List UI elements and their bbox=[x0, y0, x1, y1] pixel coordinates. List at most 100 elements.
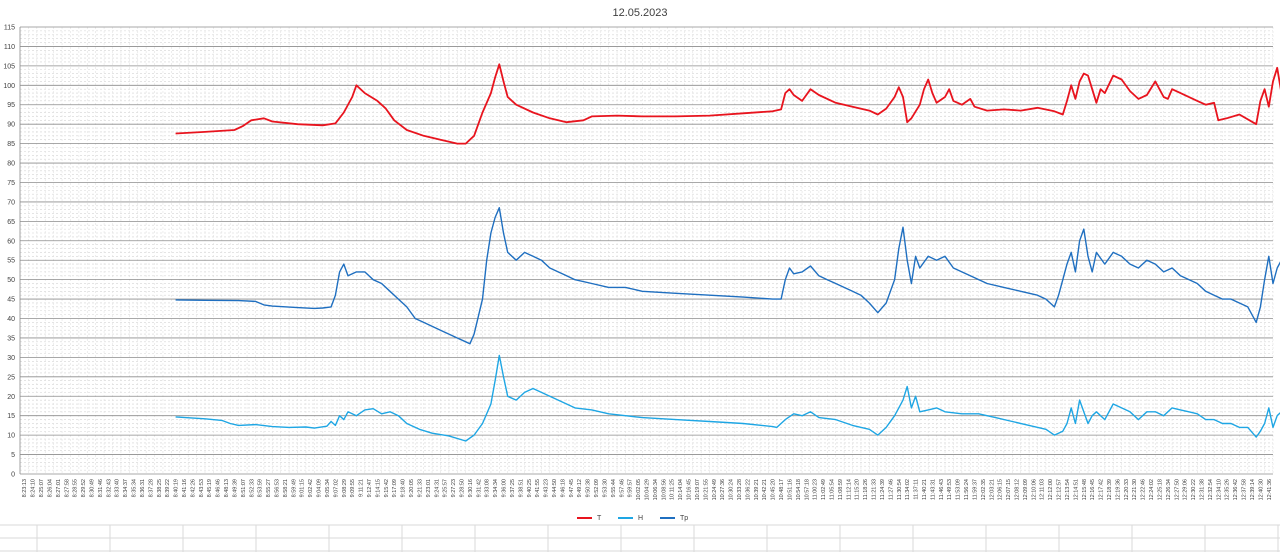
x-tick-label: 11:59:37 bbox=[972, 479, 978, 500]
x-tick-label: 10:02:05 bbox=[636, 479, 642, 500]
y-tick-label: 95 bbox=[7, 102, 15, 109]
x-tick-label: 10:27:36 bbox=[720, 479, 726, 500]
y-tick-label: 20 bbox=[7, 394, 15, 401]
y-tick-label: 5 bbox=[11, 452, 15, 459]
x-tick-label: 12:12:57 bbox=[1057, 479, 1063, 500]
x-tick-label: 9:15:42 bbox=[384, 479, 390, 497]
x-tick-label: 12:41:36 bbox=[1267, 479, 1273, 500]
x-tick-label: 9:50:38 bbox=[586, 479, 592, 497]
x-tick-label: 12:27:50 bbox=[1174, 479, 1180, 500]
x-tick-label: 9:08:29 bbox=[342, 479, 348, 497]
x-tick-label: 12:12:00 bbox=[1048, 479, 1054, 500]
x-tick-label: 9:57:46 bbox=[619, 479, 625, 497]
x-tick-label: 9:04:09 bbox=[317, 479, 323, 497]
chart-title: 12.05.2023 bbox=[612, 7, 667, 19]
x-tick-label: 9:40:25 bbox=[527, 479, 533, 497]
x-tick-label: 10:36:22 bbox=[745, 479, 751, 500]
x-tick-label: 8:30:49 bbox=[89, 479, 95, 497]
y-tick-label: 60 bbox=[7, 238, 15, 245]
x-tick-label: 9:46:18 bbox=[560, 479, 566, 497]
x-tick-label: 9:44:50 bbox=[552, 479, 558, 497]
y-tick-label: 10 bbox=[7, 433, 15, 440]
x-tick-label: 12:18:39 bbox=[1107, 479, 1113, 500]
y-tick-label: 115 bbox=[4, 25, 15, 32]
x-tick-label: 9:01:15 bbox=[300, 479, 306, 497]
x-tick-label: 9:55:44 bbox=[611, 479, 617, 497]
y-tick-label: 40 bbox=[7, 316, 15, 323]
x-tick-label: 10:08:56 bbox=[661, 479, 667, 500]
x-tick-label: 12:10:06 bbox=[1031, 479, 1037, 500]
x-tick-label: 10:24:49 bbox=[712, 479, 718, 500]
x-tick-label: 9:43:23 bbox=[544, 479, 550, 497]
x-tick-label: 10:11:25 bbox=[670, 479, 676, 500]
x-tick-label: 12:17:42 bbox=[1099, 479, 1105, 500]
x-tick-label: 9:09:55 bbox=[350, 479, 356, 497]
x-tick-label: 12:02:35 bbox=[981, 479, 987, 500]
y-tick-label: 105 bbox=[3, 63, 15, 70]
x-tick-label: 8:29:52 bbox=[81, 479, 87, 497]
y-tick-label: 90 bbox=[7, 122, 15, 129]
x-tick-label: 11:24:39 bbox=[880, 479, 886, 500]
x-tick-label: 8:31:46 bbox=[98, 479, 104, 497]
x-tick-label: 12:36:42 bbox=[1233, 479, 1239, 500]
x-tick-label: 9:18:40 bbox=[401, 479, 407, 497]
x-tick-label: 11:15:20 bbox=[855, 479, 861, 500]
x-tick-label: 8:36:31 bbox=[140, 479, 146, 497]
x-tick-label: 9:49:12 bbox=[577, 479, 583, 497]
x-tick-label: 8:59:49 bbox=[291, 479, 297, 497]
x-tick-label: 9:05:34 bbox=[325, 479, 331, 497]
x-tick-label: 9:36:00 bbox=[502, 479, 508, 497]
y-tick-label: 35 bbox=[7, 335, 15, 342]
x-tick-label: 10:51:16 bbox=[787, 479, 793, 500]
x-tick-label: 11:37:11 bbox=[914, 479, 920, 500]
legend-label: T bbox=[597, 515, 602, 522]
x-tick-label: 11:21:33 bbox=[872, 479, 878, 500]
y-tick-label: 15 bbox=[7, 413, 15, 420]
series-t bbox=[175, 63, 1280, 145]
x-tick-label: 12:37:58 bbox=[1242, 479, 1248, 500]
x-tick-label: 8:24:10 bbox=[31, 479, 37, 497]
x-tick-label: 8:25:07 bbox=[39, 479, 45, 497]
y-tick-label: 70 bbox=[7, 199, 15, 206]
legend-label: Tp bbox=[680, 515, 688, 522]
x-tick-label: 9:27:23 bbox=[451, 479, 457, 497]
x-tick-label: 9:28:50 bbox=[459, 479, 465, 497]
x-tick-label: 11:53:09 bbox=[956, 479, 962, 500]
x-tick-label: 11:08:59 bbox=[838, 479, 844, 500]
x-tick-label: 8:23:13 bbox=[22, 479, 28, 497]
y-tick-label: 80 bbox=[7, 161, 15, 168]
x-tick-label: 10:39:21 bbox=[754, 479, 760, 500]
x-tick-label: 12:32:54 bbox=[1208, 479, 1214, 500]
series-line-tp bbox=[175, 206, 1280, 345]
x-tick-label: 9:14:15 bbox=[375, 479, 381, 497]
x-tick-label: 9:11:21 bbox=[359, 479, 365, 497]
x-tick-label: 10:19:07 bbox=[695, 479, 701, 500]
x-tick-label: 12:15:48 bbox=[1082, 479, 1088, 500]
x-tick-label: 10:16:45 bbox=[687, 479, 693, 500]
x-tick-label: 9:33:08 bbox=[485, 479, 491, 497]
x-tick-label: 8:32:43 bbox=[106, 479, 112, 497]
x-tick-label: 12:13:54 bbox=[1065, 479, 1071, 500]
x-tick-label: 8:40:19 bbox=[174, 479, 180, 497]
x-tick-label: 12:19:36 bbox=[1115, 479, 1121, 500]
chart-legend: T H Tp bbox=[577, 515, 688, 522]
y-tick-label: 110 bbox=[4, 44, 15, 51]
x-tick-label: 9:34:34 bbox=[493, 479, 499, 497]
y-tick-label: 50 bbox=[7, 277, 15, 284]
series-line-t bbox=[175, 63, 1280, 145]
x-tick-label: 12:25:18 bbox=[1157, 479, 1163, 500]
x-tick-label: 8:51:07 bbox=[241, 479, 247, 497]
x-tick-label: 12:34:10 bbox=[1216, 479, 1222, 500]
x-tick-label: 8:27:58 bbox=[64, 479, 70, 497]
y-tick-label: 75 bbox=[7, 180, 15, 187]
x-tick-label: 10:06:34 bbox=[653, 479, 659, 500]
y-tick-label: 45 bbox=[7, 297, 15, 304]
x-tick-label: 8:35:34 bbox=[132, 479, 138, 497]
x-tick-label: 12:31:38 bbox=[1200, 479, 1206, 500]
x-tick-label: 9:41:55 bbox=[535, 479, 541, 497]
x-tick-label: 12:09:09 bbox=[1023, 479, 1029, 500]
x-tick-label: 8:34:37 bbox=[123, 479, 129, 497]
x-tick-label: 9:12:47 bbox=[367, 479, 373, 497]
x-tick-label: 12:40:30 bbox=[1258, 479, 1264, 500]
